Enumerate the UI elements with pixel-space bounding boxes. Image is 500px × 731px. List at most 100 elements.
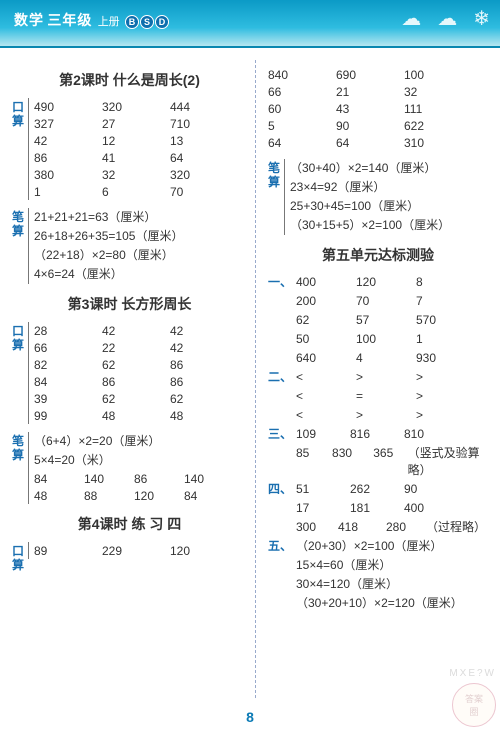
cell: 12 (102, 132, 170, 149)
table-row: 826286 (34, 356, 238, 373)
item-values: 85830365（竖式及验算略） (296, 445, 490, 479)
cell: 89 (34, 542, 102, 559)
value: > (416, 407, 476, 424)
item-values: 300418280（过程略） (296, 519, 490, 536)
table-row: 864164 (34, 149, 238, 166)
cell: 86 (34, 149, 102, 166)
table-row: 662132 (268, 83, 472, 100)
item-label: 四、 (268, 481, 296, 498)
calc-line: （30+15+5）×2=100（厘米） (290, 216, 490, 235)
item-values: 4001208 (296, 274, 490, 291)
item-values: 501001 (296, 331, 490, 348)
snowflake-icon: ❄ (473, 6, 490, 31)
unit-items: 一、400120820070762575705010016404930二、<>>… (268, 273, 490, 613)
value: 15×4=60（厘米） (296, 557, 391, 574)
watermark-stamp: 答案 圈 (452, 683, 496, 727)
cloud-icon: ☁ (401, 6, 421, 31)
badges: B S D (125, 15, 169, 29)
value: > (356, 369, 416, 386)
cell: 27 (102, 115, 170, 132)
bisuan-tag: 笔算 (10, 434, 26, 462)
value: 8 (416, 274, 476, 291)
list-item: 6404930 (268, 349, 490, 368)
value: （过程略） (426, 519, 486, 536)
left-column: 第2课时 什么是周长(2) 口算 49032044432727710421213… (10, 60, 255, 698)
content-columns: 第2课时 什么是周长(2) 口算 49032044432727710421213… (0, 48, 500, 698)
list-item: 30×4=120（厘米） (268, 575, 490, 594)
table-row: 994848 (34, 407, 238, 424)
term: 上册 (98, 16, 120, 28)
sec3-kousuan: 口算 89229120 (10, 542, 249, 559)
cell: 62 (170, 390, 238, 407)
cell: 490 (34, 98, 102, 115)
list-item: <=> (268, 387, 490, 406)
sec2-kousuan-table: 284242662242826286848686396262994848 (34, 322, 238, 424)
cell: 90 (336, 117, 404, 134)
calc-line: 21+21+21=63（厘米） (34, 208, 249, 227)
list-item: （30+20+10）×2=120（厘米） (268, 594, 490, 613)
item-label: 三、 (268, 426, 296, 443)
cell: 42 (170, 339, 238, 356)
cell: 64 (336, 134, 404, 151)
value: < (296, 369, 356, 386)
item-values: （20+30）×2=100（厘米） (296, 538, 490, 555)
cell: 43 (336, 100, 404, 117)
kousuan-tag: 口算 (10, 544, 26, 572)
cell: 88 (84, 487, 134, 504)
cell: 64 (268, 134, 336, 151)
unit-title: 第五单元达标测验 (266, 245, 490, 265)
cell: 120 (134, 487, 184, 504)
cell: 42 (102, 322, 170, 339)
value: 1 (416, 331, 476, 348)
value: 830 (332, 445, 373, 479)
cell: 320 (170, 166, 238, 183)
table-row: 590622 (268, 117, 472, 134)
cell: 41 (102, 149, 170, 166)
value: 810 (404, 426, 458, 443)
list-item: 四、5126290 (268, 480, 490, 499)
cell: 21 (336, 83, 404, 100)
item-label: 一、 (268, 274, 296, 291)
value: > (416, 388, 476, 405)
item-values: 200707 (296, 293, 490, 310)
value: 51 (296, 481, 350, 498)
cell: 99 (34, 407, 102, 424)
table-row: 89229120 (34, 542, 238, 559)
value: 418 (338, 519, 386, 536)
value: 816 (350, 426, 404, 443)
cell: 84 (34, 373, 102, 390)
value: 640 (296, 350, 356, 367)
table-row: 421213 (34, 132, 238, 149)
bisuan-tag: 笔算 (266, 161, 282, 189)
value: 17 (296, 500, 350, 517)
item-label: 二、 (268, 369, 296, 386)
cell: 48 (102, 407, 170, 424)
subject: 数学 (14, 10, 44, 30)
table-row: 8414086140 (34, 470, 234, 487)
value: 280 (386, 519, 426, 536)
cell: 111 (404, 100, 472, 117)
cell: 380 (34, 166, 102, 183)
value: 57 (356, 312, 416, 329)
cell: 42 (170, 322, 238, 339)
cell: 84 (184, 487, 234, 504)
calc-line: 23×4=92（厘米） (290, 178, 490, 197)
badge-b: B (125, 15, 139, 29)
value: 300 (296, 519, 338, 536)
cell: 1 (34, 183, 102, 200)
page-number: 8 (0, 709, 500, 725)
sec1-title: 第2课时 什么是周长(2) (10, 70, 249, 90)
cell: 32 (404, 83, 472, 100)
right-kousuan-table: 84069010066213260431115906226464310 (268, 66, 472, 151)
value: 570 (416, 312, 476, 329)
cell: 140 (84, 470, 134, 487)
value: > (416, 369, 476, 386)
value: < (296, 388, 356, 405)
cell: 28 (34, 322, 102, 339)
item-values: <=> (296, 388, 490, 405)
calc-line: （30+40）×2=140（厘米） (290, 159, 490, 178)
cell: 64 (170, 149, 238, 166)
cell: 62 (102, 390, 170, 407)
value: 90 (404, 481, 458, 498)
calc-line: （6+4）×2=20（厘米） (34, 432, 249, 451)
